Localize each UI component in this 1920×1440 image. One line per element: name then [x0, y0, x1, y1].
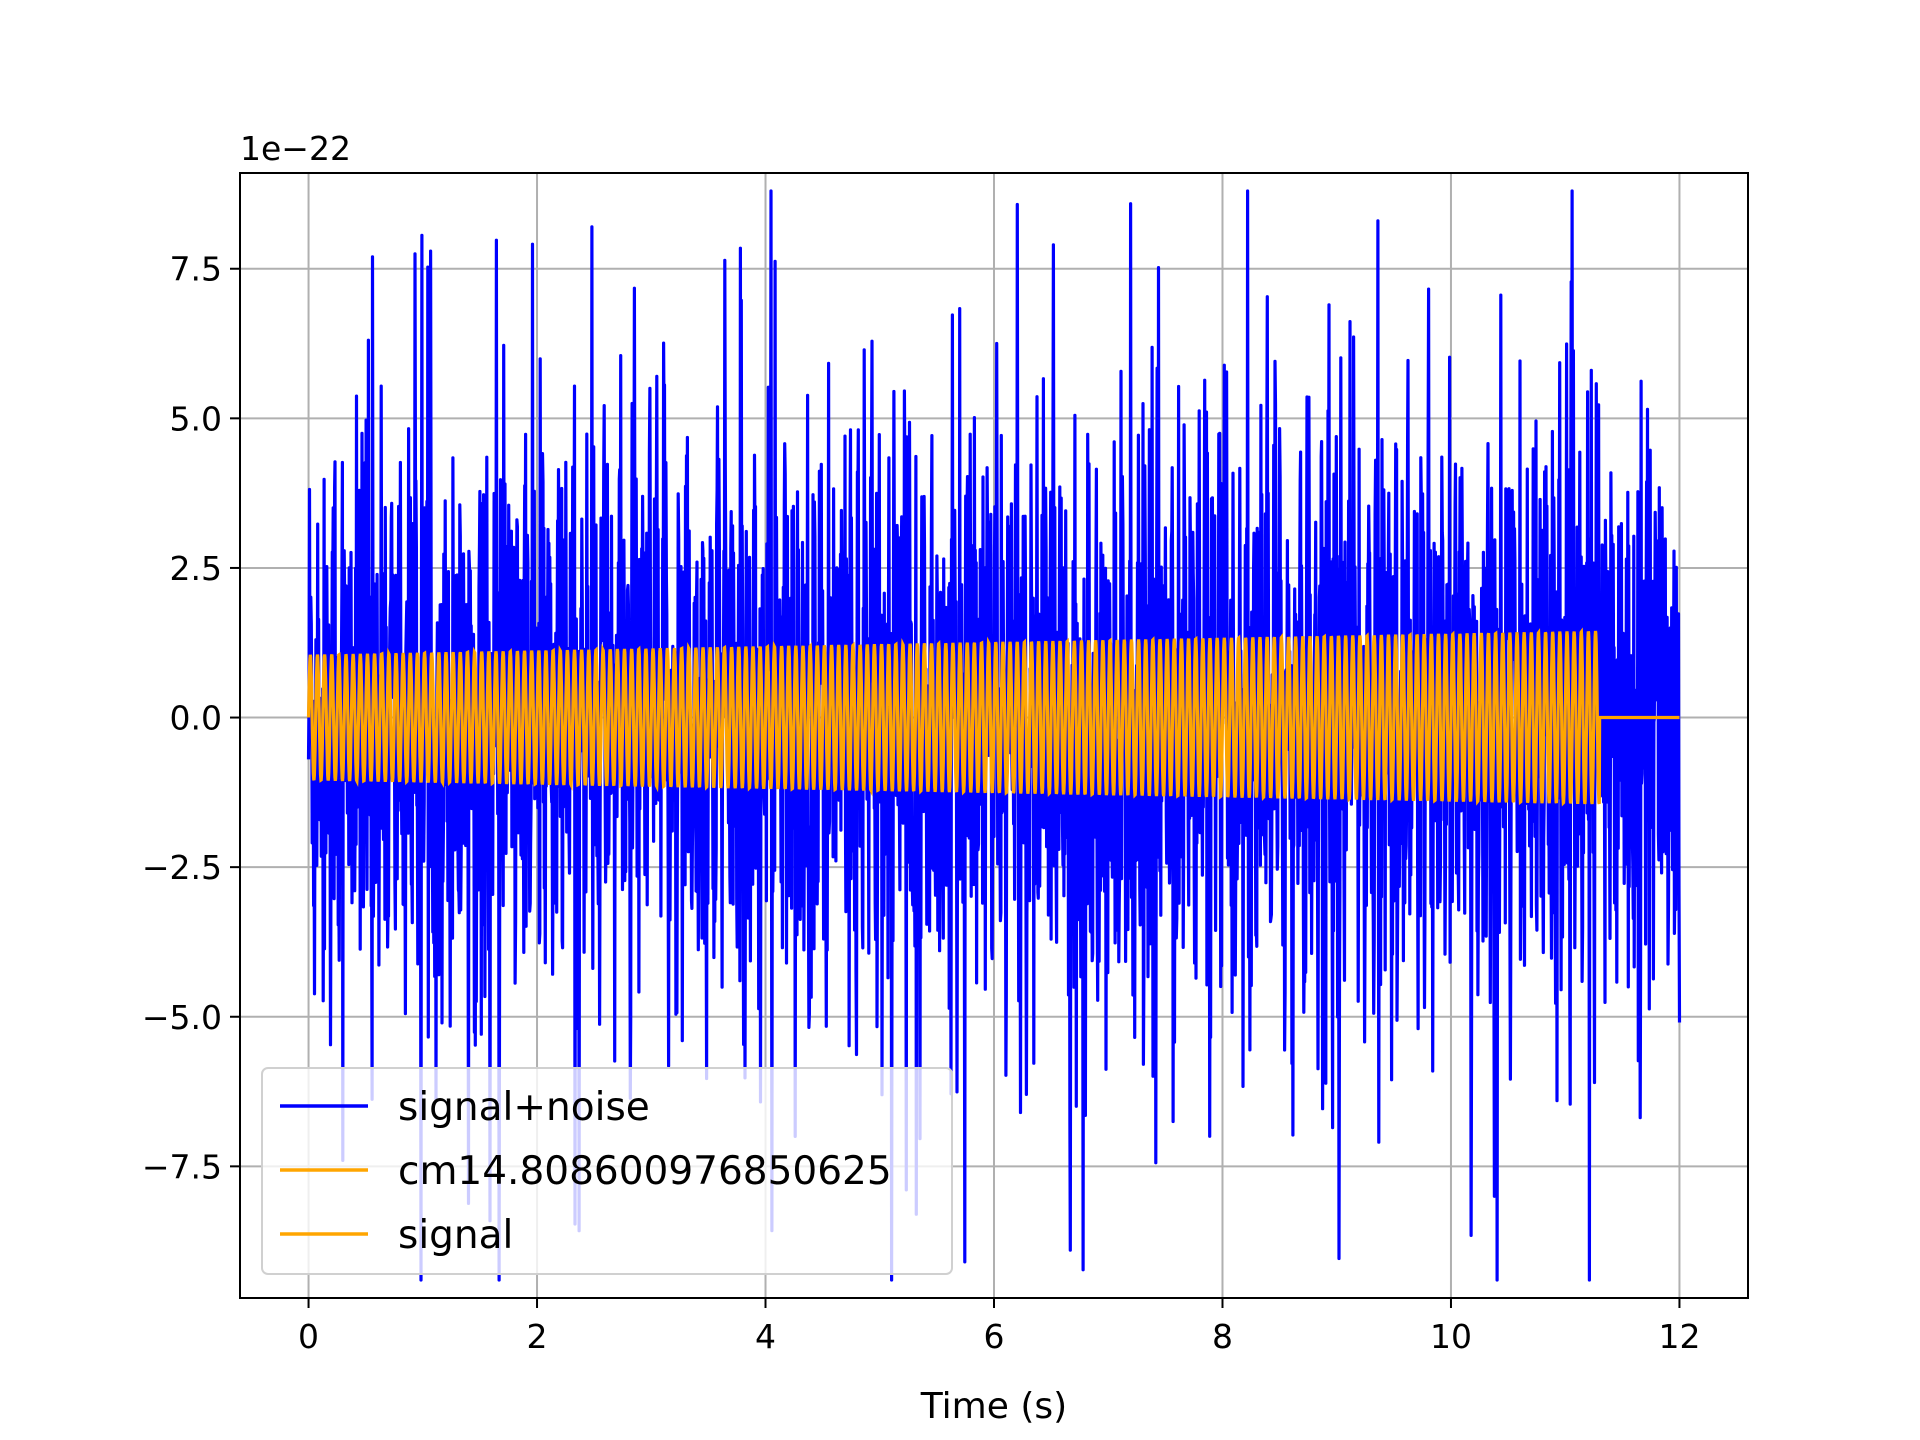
y-tick-label: −7.5: [142, 1147, 222, 1186]
y-scale-note: 1e−22: [240, 129, 351, 168]
x-axis: 0 2 4 6 8 10 12: [298, 1298, 1700, 1356]
y-tick-label: 7.5: [170, 250, 222, 289]
x-tick-label: 12: [1658, 1317, 1700, 1356]
legend: signal+noise cm14.808600976850625 signal: [261, 1067, 953, 1275]
x-axis-label: Time (s): [920, 1386, 1067, 1427]
y-tick-label: 5.0: [170, 399, 222, 438]
x-tick-label: 10: [1430, 1317, 1472, 1356]
y-tick-label: 2.5: [170, 549, 222, 588]
x-tick-label: 2: [527, 1317, 548, 1356]
series-signal-line: [306, 627, 1680, 807]
legend-entry-label: signal: [398, 1213, 513, 1258]
y-axis: −7.5 −5.0 −2.5 0.0 2.5 5.0 7.5: [142, 250, 240, 1186]
y-tick-label: −5.0: [142, 998, 222, 1037]
y-tick-label: −2.5: [142, 848, 222, 887]
legend-box: [261, 1067, 953, 1275]
legend-entry-label: signal+noise: [398, 1085, 650, 1130]
x-tick-label: 8: [1212, 1317, 1233, 1356]
x-tick-label: 0: [298, 1317, 319, 1356]
x-tick-label: 6: [984, 1317, 1005, 1356]
x-tick-label: 4: [755, 1317, 776, 1356]
legend-entry-label: cm14.808600976850625: [398, 1149, 892, 1194]
series-layer: [306, 189, 1682, 1282]
y-tick-label: 0.0: [170, 699, 222, 738]
